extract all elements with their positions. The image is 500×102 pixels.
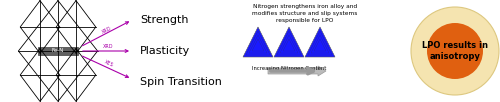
Polygon shape — [252, 38, 264, 51]
Polygon shape — [244, 29, 272, 56]
Text: XRD: XRD — [103, 44, 113, 49]
Polygon shape — [276, 29, 302, 56]
Text: Plasticity: Plasticity — [140, 46, 190, 56]
Polygon shape — [288, 45, 290, 48]
Polygon shape — [248, 34, 268, 54]
Bar — [38, 47, 78, 55]
Polygon shape — [315, 40, 325, 50]
Polygon shape — [280, 36, 297, 53]
Polygon shape — [256, 45, 260, 48]
Polygon shape — [312, 36, 328, 53]
Circle shape — [427, 23, 483, 79]
Polygon shape — [278, 31, 300, 55]
FancyArrow shape — [268, 66, 326, 76]
Polygon shape — [279, 34, 299, 54]
Text: Strength: Strength — [140, 15, 188, 25]
Polygon shape — [310, 34, 330, 54]
Polygon shape — [314, 38, 326, 51]
Text: modifies structure and slip systems: modifies structure and slip systems — [252, 11, 358, 16]
Polygon shape — [316, 43, 324, 49]
Text: responsible for LPO: responsible for LPO — [276, 18, 334, 23]
Polygon shape — [254, 43, 262, 49]
Polygon shape — [246, 31, 270, 55]
Polygon shape — [308, 31, 332, 55]
Polygon shape — [318, 45, 322, 48]
Text: LPO results in
anisotropy: LPO results in anisotropy — [422, 41, 488, 61]
Text: Spin Transition: Spin Transition — [140, 77, 222, 87]
Polygon shape — [253, 40, 263, 50]
Text: Increasing Nitrogen Content: Increasing Nitrogen Content — [252, 66, 326, 71]
Polygon shape — [286, 43, 292, 49]
Polygon shape — [284, 40, 294, 50]
Polygon shape — [250, 36, 266, 53]
Text: XRD: XRD — [101, 25, 112, 34]
Text: XES: XES — [104, 59, 115, 68]
Text: Nitrogen strengthens iron alloy and: Nitrogen strengthens iron alloy and — [253, 4, 357, 9]
Polygon shape — [282, 38, 296, 51]
Polygon shape — [274, 27, 304, 57]
Circle shape — [411, 7, 499, 95]
Polygon shape — [243, 27, 273, 57]
Polygon shape — [306, 29, 334, 56]
Polygon shape — [305, 27, 335, 57]
Text: Fe-N: Fe-N — [52, 48, 64, 54]
